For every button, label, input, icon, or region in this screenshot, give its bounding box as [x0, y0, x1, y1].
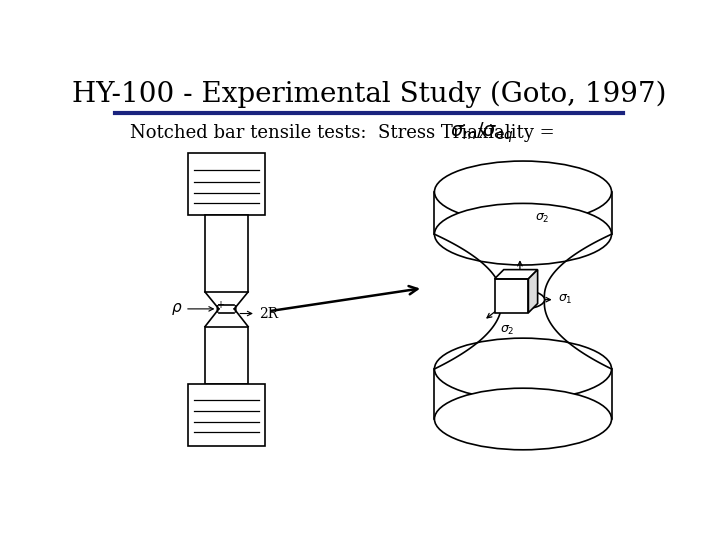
Text: Notched bar tensile tests:  Stress Triaxiality =: Notched bar tensile tests: Stress Triaxi… [130, 124, 561, 141]
Text: $\sigma_2$: $\sigma_2$ [534, 212, 549, 225]
Text: 2R: 2R [259, 307, 278, 321]
Text: HY-100 - Experimental Study (Goto, 1997): HY-100 - Experimental Study (Goto, 1997) [72, 80, 666, 108]
Bar [188, 384, 265, 446]
Bar [205, 327, 248, 384]
Ellipse shape [434, 338, 611, 400]
Bar [205, 215, 248, 292]
Polygon shape [528, 269, 538, 313]
Bar [188, 153, 265, 215]
Polygon shape [495, 269, 538, 279]
Bar [495, 279, 528, 313]
Text: $\sigma_m/\sigma_{eq}$: $\sigma_m/\sigma_{eq}$ [450, 120, 513, 145]
Ellipse shape [434, 388, 611, 450]
Text: $\sigma_1$: $\sigma_1$ [558, 293, 572, 306]
Ellipse shape [434, 204, 611, 265]
Ellipse shape [434, 161, 611, 222]
Text: $\sigma_2$: $\sigma_2$ [500, 324, 515, 337]
Text: $\rho$: $\rho$ [171, 301, 183, 317]
Ellipse shape [501, 291, 544, 309]
Text: +: + [215, 300, 224, 310]
